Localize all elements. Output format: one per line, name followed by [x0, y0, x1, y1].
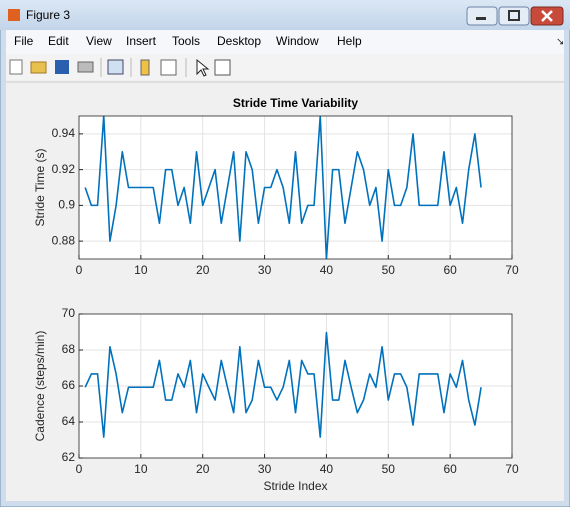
colorbar-icon[interactable]	[140, 59, 150, 76]
axes: 0 10 20 30 40 50 60 70 62 64 66 68 70 Cadence (steps/…	[33, 306, 519, 493]
menu-item[interactable]: Edit	[48, 34, 69, 48]
x-tick-label: 60	[443, 462, 457, 476]
toolbar	[6, 54, 564, 80]
save-icon[interactable]	[55, 60, 69, 74]
y-axis-label: Cadence (steps/min)	[33, 331, 47, 442]
x-tick-label: 70	[505, 263, 519, 277]
menu-item[interactable]: Tools	[172, 34, 200, 48]
y-tick-label: 66	[62, 378, 76, 392]
y-axis-label: Stride Time (s)	[33, 148, 47, 226]
y-tick-label: 0.92	[52, 162, 76, 176]
minimize-icon	[476, 17, 486, 20]
menu-items: File Edit View Insert Tools Desktop Window Help	[14, 34, 362, 48]
legend-icon[interactable]	[160, 59, 177, 76]
x-tick-label: 70	[505, 462, 519, 476]
x-tick-label: 30	[258, 462, 272, 476]
plot-area	[84, 331, 482, 438]
plot-area	[84, 116, 482, 259]
x-tick-label: 20	[196, 263, 210, 277]
y-tick-label: 0.94	[52, 126, 76, 140]
data-line	[84, 331, 482, 438]
y-tick-label: 68	[62, 342, 76, 356]
maximize-button[interactable]	[498, 6, 530, 26]
plot-tools-icon[interactable]	[214, 59, 231, 76]
new-icon[interactable]	[9, 59, 23, 75]
print-icon[interactable]	[77, 61, 94, 73]
chart-title: Stride Time Variability	[233, 96, 358, 110]
window-title: Figure 3	[26, 8, 70, 22]
axes-box	[78, 115, 513, 260]
menu-bar	[6, 30, 564, 54]
x-tick-label: 40	[320, 462, 334, 476]
x-tick-label: 50	[382, 263, 396, 277]
y-tick-label: 62	[62, 450, 76, 464]
menu-arrow: ↘	[556, 37, 564, 48]
x-tick-label: 20	[196, 462, 210, 476]
y-tick-label: 0.9	[58, 198, 75, 212]
x-axis-label: Stride Index	[263, 479, 327, 493]
menu-item[interactable]: Insert	[126, 34, 157, 48]
x-tick-label: 30	[258, 263, 272, 277]
x-tick-label: 50	[382, 462, 396, 476]
menu-item[interactable]: File	[14, 34, 34, 48]
link-icon[interactable]	[107, 59, 124, 75]
x-tick-label: 10	[134, 263, 148, 277]
menu-item[interactable]: Window	[276, 34, 319, 48]
maximize-icon	[508, 10, 520, 21]
plots: 0 10 20 30 40 50 60 70 0.88 0.9 0.92 0.94 Stride Tim…	[33, 96, 519, 493]
menu-item[interactable]: Desktop	[217, 34, 261, 48]
y-tick-label: 70	[62, 306, 76, 320]
close-icon	[541, 10, 553, 22]
y-tick-label: 64	[62, 414, 76, 428]
menu-item[interactable]: View	[86, 34, 112, 48]
x-tick-label: 0	[76, 462, 83, 476]
pointer-icon[interactable]	[196, 58, 210, 77]
toolbar-icons	[9, 58, 231, 77]
menu-item[interactable]: Help	[337, 34, 362, 48]
x-tick-label: 0	[76, 263, 83, 277]
x-tick-label: 40	[320, 263, 334, 277]
axes-box	[78, 313, 513, 459]
x-tick-label: 10	[134, 462, 148, 476]
axes: 0 10 20 30 40 50 60 70 0.88 0.9 0.92 0.94 Stride Tim…	[33, 96, 519, 277]
data-line	[84, 116, 482, 259]
x-tick-label: 60	[443, 263, 457, 277]
minimize-button[interactable]	[466, 6, 498, 26]
y-tick-label: 0.88	[52, 233, 76, 247]
app-icon	[8, 9, 20, 21]
open-icon[interactable]	[30, 61, 47, 74]
